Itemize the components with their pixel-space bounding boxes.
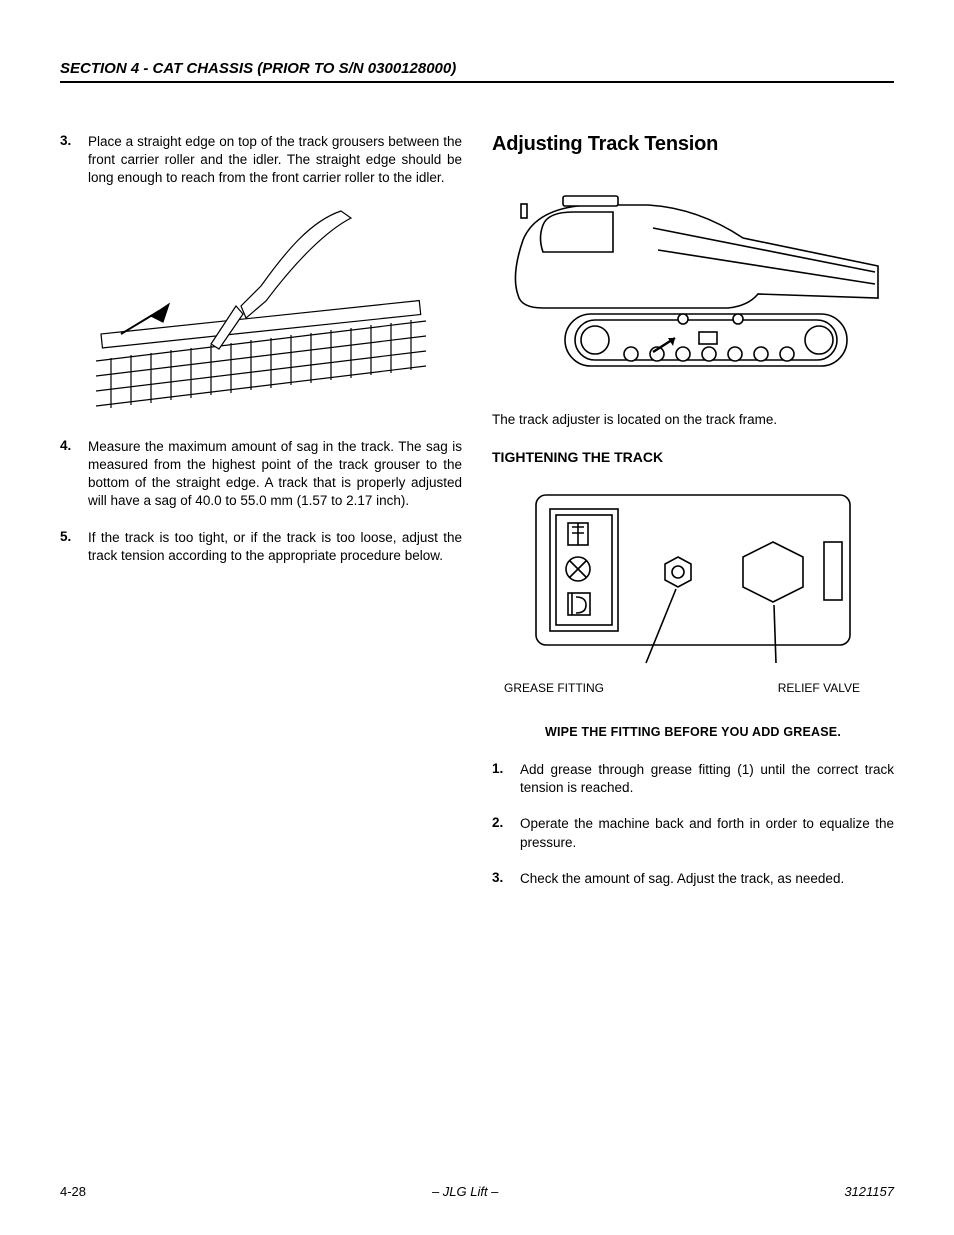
list-number: 1. <box>492 761 520 797</box>
label-grease-fitting: GREASE FITTING <box>504 681 604 695</box>
figure-labels: GREASE FITTING RELIEF VALVE <box>492 681 894 695</box>
list-text: Add grease through grease fitting (1) un… <box>520 761 894 797</box>
section-title: SECTION 4 - CAT CHASSIS (PRIOR TO S/N 03… <box>60 60 894 77</box>
list-item: 3. Place a straight edge on top of the t… <box>60 133 462 188</box>
list-item: 3. Check the amount of sag. Adjust the t… <box>492 870 894 888</box>
list-item: 5. If the track is too tight, or if the … <box>60 529 462 565</box>
subheading-tightening: TIGHTENING THE TRACK <box>492 449 894 465</box>
list-text: Operate the machine back and forth in or… <box>520 815 894 851</box>
list-number: 5. <box>60 529 88 565</box>
list-text: If the track is too tight, or if the tra… <box>88 529 462 565</box>
list-text: Check the amount of sag. Adjust the trac… <box>520 870 844 888</box>
list-number: 2. <box>492 815 520 851</box>
list-text: Place a straight edge on top of the trac… <box>88 133 462 188</box>
list-item: 4. Measure the maximum amount of sag in … <box>60 438 462 511</box>
list-item: 2. Operate the machine back and forth in… <box>492 815 894 851</box>
right-column: Adjusting Track Tension <box>492 133 894 906</box>
intro-text: The track adjuster is located on the tra… <box>492 412 894 427</box>
list-text: Measure the maximum amount of sag in the… <box>88 438 462 511</box>
fittings-illustration <box>528 487 858 677</box>
footer-brand: – JLG Lift – <box>432 1184 498 1199</box>
footer-docnum: 3121157 <box>844 1184 894 1199</box>
figure-straightedge <box>60 206 462 416</box>
list-item: 1. Add grease through grease fitting (1)… <box>492 761 894 797</box>
machine-illustration <box>503 180 883 390</box>
heading-adjusting: Adjusting Track Tension <box>492 133 894 156</box>
figure-machine <box>492 180 894 390</box>
label-relief-valve: RELIEF VALVE <box>778 681 860 695</box>
list-number: 3. <box>60 133 88 188</box>
content-columns: 3. Place a straight edge on top of the t… <box>60 133 894 906</box>
list-number: 3. <box>492 870 520 888</box>
footer-page: 4-28 <box>60 1184 86 1199</box>
page-header: SECTION 4 - CAT CHASSIS (PRIOR TO S/N 03… <box>60 60 894 83</box>
list-number: 4. <box>60 438 88 511</box>
straightedge-illustration <box>91 206 431 416</box>
figure-fittings: GREASE FITTING RELIEF VALVE <box>492 487 894 695</box>
page-footer: 4-28 – JLG Lift – 3121157 <box>60 1184 894 1199</box>
left-column: 3. Place a straight edge on top of the t… <box>60 133 462 906</box>
notice-wipe: WIPE THE FITTING BEFORE YOU ADD GREASE. <box>492 725 894 739</box>
